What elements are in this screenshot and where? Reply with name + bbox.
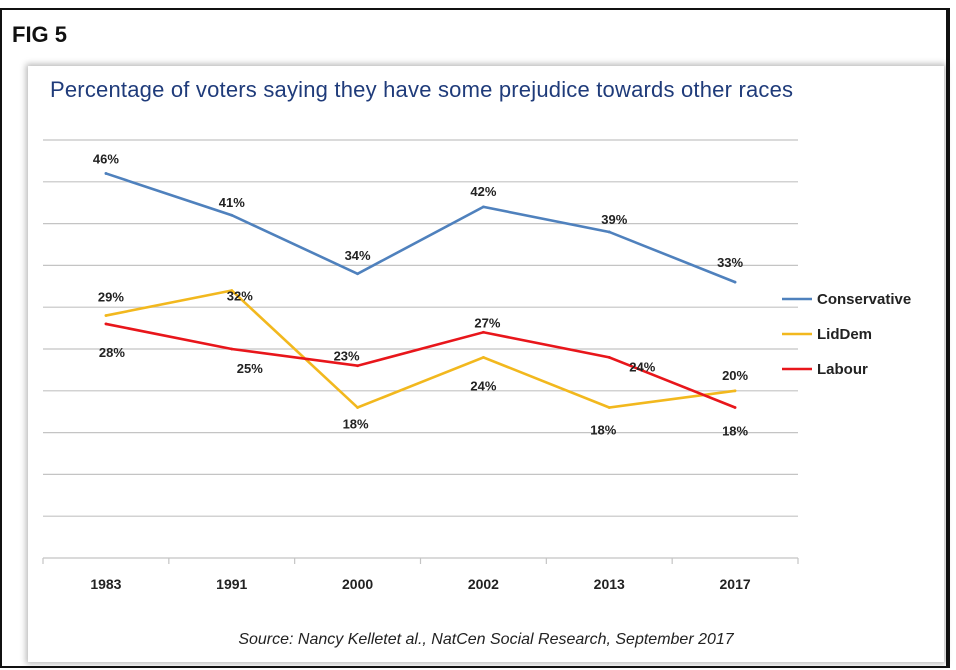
series-line-liddem: [105, 289, 736, 410]
data-label: 32%: [227, 288, 253, 303]
data-point: [104, 322, 108, 326]
x-tick-label: 1991: [216, 576, 247, 592]
data-point: [104, 172, 108, 175]
data-label: 27%: [474, 315, 500, 330]
data-label: 39%: [601, 212, 627, 227]
data-point: [230, 347, 234, 351]
legend-label: Labour: [817, 361, 868, 378]
data-label: 25%: [237, 361, 263, 376]
data-label: 46%: [93, 151, 119, 166]
data-point: [356, 406, 359, 409]
chart-title: Percentage of voters saying they have so…: [50, 77, 794, 102]
data-point: [733, 280, 737, 284]
data-point: [482, 205, 485, 209]
data-point: [356, 272, 359, 276]
x-tick-label: 2000: [342, 576, 373, 592]
series-line-labour: [105, 322, 736, 409]
legend-label: LidDem: [817, 326, 872, 343]
x-tick-label: 1983: [90, 576, 121, 592]
data-point: [356, 364, 359, 368]
data-point: [482, 330, 485, 334]
data-label: 18%: [343, 417, 369, 432]
data-label: 18%: [722, 424, 748, 439]
data-label: 34%: [345, 248, 371, 263]
source-note: Source: Nancy Kelletet al., NatCen Socia…: [238, 631, 734, 648]
line-chart: 1983 1991 2000 2002 2013 2017 46% 41% 34% 42% 39% 3…: [42, 139, 911, 592]
data-label: 29%: [98, 290, 124, 305]
data-label: 23%: [334, 349, 360, 364]
figure-label: FIG 5: [12, 22, 68, 47]
data-label: 28%: [99, 345, 125, 360]
data-label: 33%: [717, 255, 743, 270]
legend-label: Conservative: [817, 291, 911, 308]
data-label: 24%: [470, 378, 496, 393]
data-point: [230, 289, 234, 292]
x-tick-label: 2013: [594, 576, 625, 592]
data-point: [230, 213, 234, 217]
chart-card: Percentage of voters saying they have so…: [28, 66, 944, 662]
data-point: [607, 355, 611, 359]
data-label: 20%: [722, 368, 748, 383]
data-label: 41%: [219, 195, 245, 210]
data-point: [607, 406, 611, 409]
data-point: [607, 230, 611, 234]
data-point: [104, 314, 108, 317]
x-tick-label: 2017: [720, 576, 751, 592]
data-point: [733, 389, 737, 393]
data-label: 42%: [470, 184, 496, 199]
x-tick-label: 2002: [468, 576, 499, 592]
data-label: 18%: [590, 423, 616, 438]
data-label: 24%: [629, 359, 655, 374]
data-point: [733, 406, 737, 409]
series-line-conservative: [105, 172, 736, 284]
data-point: [482, 355, 485, 359]
